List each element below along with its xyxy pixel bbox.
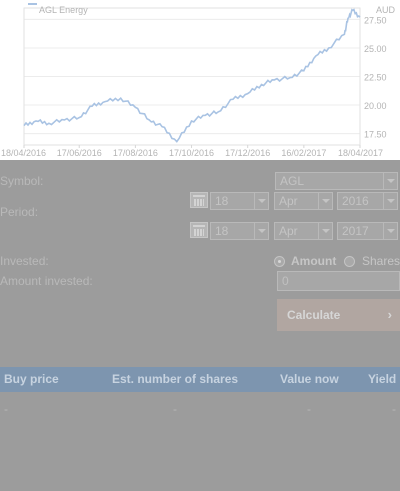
to-month-select[interactable]: Apr: [274, 222, 333, 240]
chevron-down-icon: [254, 223, 268, 239]
chevron-down-icon: [383, 223, 397, 239]
symbol-label: Symbol:: [0, 174, 44, 188]
results-table-header: Buy price Est. number of shares Value no…: [0, 367, 400, 392]
column-yield: Yield: [368, 372, 397, 386]
calendar-icon[interactable]: [190, 192, 208, 208]
from-day-select[interactable]: 18: [210, 192, 269, 210]
amount-invested-value: 0: [282, 274, 289, 288]
amount-radio[interactable]: [274, 256, 285, 267]
x-tick-label: 17/08/2016: [113, 148, 158, 158]
chevron-down-icon: [318, 223, 332, 239]
chevron-down-icon: [383, 193, 397, 209]
x-tick-label: 17/06/2016: [57, 148, 102, 158]
y-tick-label: 22.50: [364, 73, 387, 83]
to-day-value: 18: [215, 224, 229, 238]
y-tick-label: 17.50: [364, 130, 387, 140]
investment-calculator-form: Symbol: AGL Period: 18 Apr 2016 18 Apr 2…: [0, 160, 400, 491]
period-label: Period:: [0, 205, 39, 219]
y-tick-label: 27.50: [364, 15, 387, 25]
cell-buy-price: -: [4, 402, 8, 416]
calculate-label: Calculate: [287, 308, 341, 322]
chevron-down-icon: [383, 173, 397, 189]
y-tick-label: 20.00: [364, 101, 387, 111]
invested-label: Invested:: [0, 254, 49, 268]
shares-radio-label[interactable]: Shares: [362, 254, 400, 268]
to-day-select[interactable]: 18: [210, 222, 269, 240]
calendar-icon[interactable]: [190, 222, 208, 238]
from-month-select[interactable]: Apr: [274, 192, 333, 210]
y-tick-label: 25.00: [364, 44, 387, 54]
chevron-down-icon: [254, 193, 268, 209]
column-buy-price: Buy price: [4, 372, 59, 386]
chevron-right-icon: ›: [387, 307, 392, 322]
cell-value-now: -: [307, 402, 311, 416]
x-tick-label: 18/04/2016: [1, 148, 46, 158]
from-year-select[interactable]: 2016: [337, 192, 398, 210]
x-tick-label: 16/02/2017: [281, 148, 326, 158]
symbol-select-value: AGL: [280, 174, 305, 188]
price-chart-svg: AGL Energy AUD 27.50 25.00 22.50 20.00 17.50…: [1, 3, 396, 158]
currency-label: AUD: [376, 5, 396, 15]
column-est-shares: Est. number of shares: [112, 372, 239, 386]
chevron-down-icon: [318, 193, 332, 209]
price-chart: AGL Energy AUD 27.50 25.00 22.50 20.00 17.50…: [0, 0, 400, 160]
symbol-select[interactable]: AGL: [275, 172, 398, 190]
amount-invested-input[interactable]: 0: [277, 271, 400, 291]
x-tick-label: 17/12/2016: [225, 148, 270, 158]
from-day-value: 18: [215, 194, 229, 208]
amount-radio-label[interactable]: Amount: [291, 254, 337, 268]
cell-est-shares: -: [173, 402, 177, 416]
x-tick-label: 17/10/2016: [169, 148, 214, 158]
price-series-line: [23, 8, 361, 143]
to-year-select[interactable]: 2017: [337, 222, 398, 240]
from-year-value: 2016: [342, 194, 369, 208]
shares-radio[interactable]: [344, 256, 355, 267]
x-tick-label: 18/04/2017: [338, 148, 383, 158]
legend-label: AGL Energy: [39, 5, 88, 15]
calculate-button[interactable]: Calculate ›: [277, 299, 400, 331]
column-value-now: Value now: [280, 372, 339, 386]
from-month-value: Apr: [279, 194, 298, 208]
amount-invested-label: Amount invested:: [0, 274, 93, 288]
to-year-value: 2017: [342, 224, 369, 238]
cell-yield: -: [392, 402, 396, 416]
to-month-value: Apr: [279, 224, 298, 238]
